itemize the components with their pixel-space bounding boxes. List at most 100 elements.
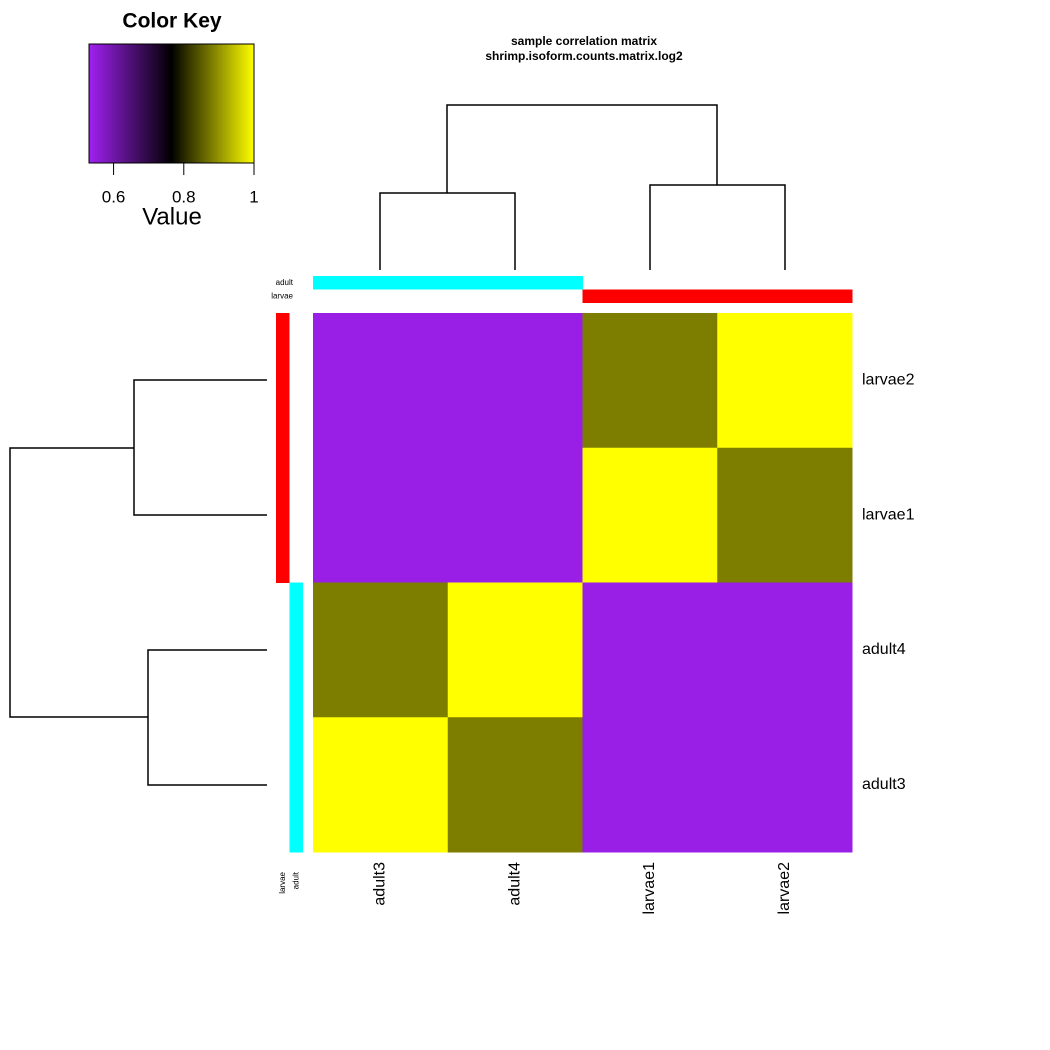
- column-side-color: [582, 289, 718, 303]
- heatmap-cell: [447, 582, 583, 718]
- color-key-stripe: [115, 44, 119, 163]
- color-key-stripe: [227, 44, 230, 163]
- column-side-color: [313, 276, 449, 290]
- chart-title: sample correlation matrix: [511, 34, 657, 48]
- color-key-stripe: [169, 44, 172, 163]
- heatmap-cell: [313, 447, 449, 583]
- color-key-stripe: [198, 44, 201, 163]
- color-key-stripe: [194, 44, 197, 163]
- heatmap-cell: [447, 447, 583, 583]
- heatmap-cell: [717, 313, 853, 449]
- heatmap-cell: [313, 717, 449, 853]
- color-key-stripe: [212, 44, 216, 163]
- color-key-stripe: [214, 44, 218, 163]
- heatmap-cell: [582, 447, 718, 583]
- color-key-stripe: [221, 44, 224, 163]
- color-key-stripe: [140, 44, 144, 163]
- column-label: adult3: [372, 862, 389, 906]
- color-key-stripe: [165, 44, 168, 163]
- color-key-stripe: [206, 44, 210, 163]
- heatmap-cell: [313, 313, 449, 449]
- row-label: adult3: [862, 776, 906, 793]
- color-key-stripe: [247, 44, 251, 163]
- heatmap-cell: [313, 582, 449, 718]
- color-key-stripe: [208, 44, 212, 163]
- column-side-label: larvae: [271, 292, 293, 301]
- color-key-stripe: [113, 44, 117, 163]
- color-key-stripe: [177, 44, 181, 163]
- color-key-stripe: [134, 44, 137, 163]
- color-key-stripe: [128, 44, 131, 163]
- color-key-stripe: [192, 44, 195, 163]
- color-key-stripe: [204, 44, 207, 163]
- color-key-stripe: [179, 44, 183, 163]
- color-key-stripe: [109, 44, 113, 163]
- color-key-stripe: [183, 44, 187, 163]
- color-key-stripe: [124, 44, 127, 163]
- color-key-stripe: [239, 44, 243, 163]
- color-key-stripe: [237, 44, 240, 163]
- color-key-stripe: [155, 44, 158, 163]
- color-key-stripe: [245, 44, 249, 163]
- color-key-stripe: [122, 44, 125, 163]
- row-label: larvae2: [862, 372, 915, 389]
- color-key-stripe: [210, 44, 214, 163]
- color-key-stripe: [119, 44, 123, 163]
- column-label: larvae1: [641, 862, 658, 915]
- color-key-stripe: [202, 44, 205, 163]
- color-key-stripe: [159, 44, 162, 163]
- color-key-tick-label: 1: [249, 187, 258, 206]
- color-key-stripe: [235, 44, 238, 163]
- row-side-color: [289, 582, 303, 718]
- column-side-color: [447, 276, 583, 290]
- color-key-stripe: [117, 44, 121, 163]
- color-key-stripe: [218, 44, 222, 163]
- color-key-stripe: [95, 44, 98, 163]
- heatmap-cell: [582, 313, 718, 449]
- row-side-color: [276, 313, 290, 449]
- color-key-stripe: [171, 44, 174, 163]
- color-key-stripe: [132, 44, 135, 163]
- column-label: adult4: [506, 862, 523, 906]
- color-key-stripe: [216, 44, 220, 163]
- color-key-stripe: [101, 44, 104, 163]
- color-key-stripe: [146, 44, 150, 163]
- color-key-title: Color Key: [122, 10, 222, 33]
- color-key-frame: [88, 43, 255, 164]
- row-label: larvae1: [862, 506, 915, 523]
- color-key-stripe: [89, 44, 92, 163]
- color-key-stripe: [173, 44, 177, 163]
- color-key-stripe: [138, 44, 141, 163]
- color-key-stripe: [93, 44, 96, 163]
- color-key-stripe: [175, 44, 179, 163]
- color-key-stripe: [241, 44, 245, 163]
- column-side-label: adult: [276, 278, 294, 287]
- color-key-stripe: [111, 44, 115, 163]
- color-key-stripe: [188, 44, 191, 163]
- heatmap-cell: [447, 717, 583, 853]
- column-side-color: [717, 289, 853, 303]
- row-side-color: [276, 447, 290, 583]
- color-key-stripe: [142, 44, 146, 163]
- column-dendrogram: [379, 104, 786, 270]
- heatmap-cell: [447, 313, 583, 449]
- heatmap-cell: [717, 582, 853, 718]
- color-key-stripe: [148, 44, 152, 163]
- color-key-stripe: [130, 44, 133, 163]
- color-key-stripe: [157, 44, 160, 163]
- color-key-stripe: [161, 44, 164, 163]
- color-key-stripe: [251, 44, 255, 163]
- row-side-color: [289, 717, 303, 853]
- column-label: larvae2: [776, 862, 793, 915]
- color-key-stripe: [136, 44, 139, 163]
- color-key-stripe: [196, 44, 199, 163]
- color-key-stripe: [185, 44, 189, 163]
- color-key-stripe: [99, 44, 102, 163]
- color-key-stripe: [200, 44, 203, 163]
- row-label: adult4: [862, 641, 906, 658]
- color-key-stripe: [190, 44, 193, 163]
- row-side-label: adult: [292, 871, 301, 889]
- color-key-stripe: [152, 44, 156, 163]
- row-side-label: larvae: [278, 871, 287, 893]
- color-key-stripe: [243, 44, 247, 163]
